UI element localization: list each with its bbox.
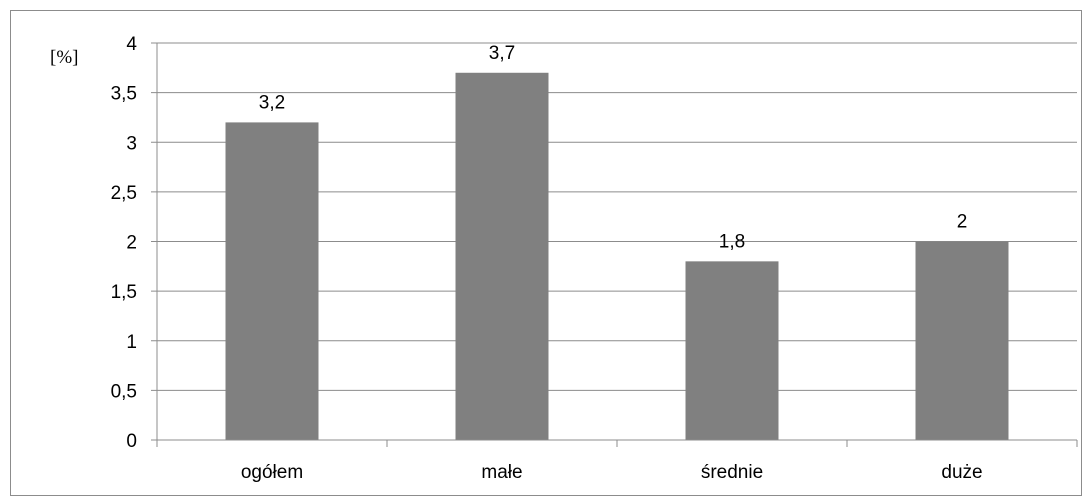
bar [225,122,319,441]
y-tick-label: 0,5 [111,381,137,402]
x-tick-label: duże [941,462,982,483]
y-tick-label: 4 [126,34,137,55]
y-tick-label: 0 [126,431,137,452]
x-tick-label: małe [481,462,522,483]
bar [455,72,549,441]
y-tick-labels: 0 0,5 1 1,5 2 2,5 3 3,5 4 [111,34,138,452]
x-tick-label: średnie [701,462,763,483]
data-labels: 3,2 3,7 1,8 2 [259,43,968,253]
y-tick-label: 3 [126,133,137,154]
bar [915,241,1009,440]
y-tick-label: 2 [126,233,137,254]
bar [685,261,779,440]
data-label: 1,8 [719,231,745,252]
data-label: 3,2 [259,92,285,113]
y-tick-label: 1,5 [111,282,137,303]
y-tick-label: 3,5 [111,84,137,105]
y-axis-unit-label: [%] [50,47,78,68]
x-tick-label: ogółem [241,462,303,483]
y-tick-label: 2,5 [111,183,137,204]
data-label: 2 [957,212,968,233]
y-tick-label: 1 [126,332,137,353]
bars [225,72,1009,441]
data-label: 3,7 [489,43,515,64]
x-tick-labels: ogółem małe średnie duże [241,462,983,483]
axes [151,42,1078,447]
